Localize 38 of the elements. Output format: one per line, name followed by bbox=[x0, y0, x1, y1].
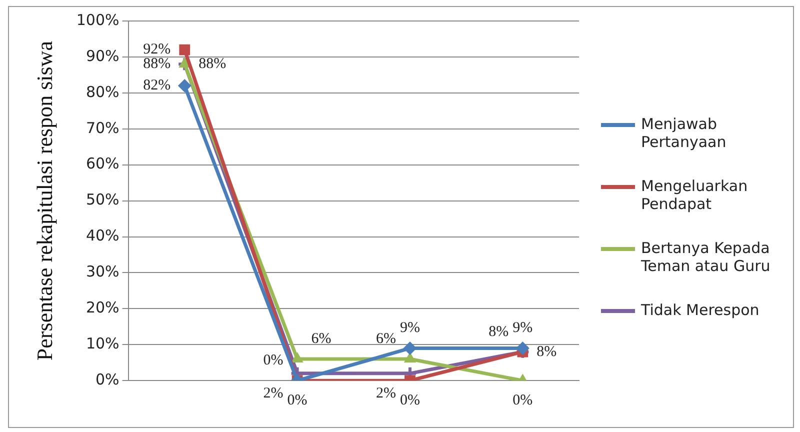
data-label: 8% bbox=[488, 324, 509, 340]
data-label: 2% bbox=[263, 385, 284, 402]
point bbox=[516, 342, 530, 355]
data-label: 9% bbox=[512, 320, 533, 336]
data-label: 88% bbox=[143, 56, 171, 72]
data-label: 0% bbox=[263, 352, 284, 369]
point bbox=[292, 352, 303, 363]
data-label: 82% bbox=[143, 78, 171, 94]
y-tick-label: 60% bbox=[86, 154, 120, 173]
y-tick-label: 50% bbox=[86, 190, 120, 209]
data-label: 0% bbox=[287, 392, 308, 409]
y-axis-title: Persentase rekapitulasi respon siswa bbox=[32, 40, 57, 361]
y-tick-label: 40% bbox=[86, 226, 120, 245]
data-label: 0% bbox=[512, 392, 533, 409]
data-label: 0% bbox=[400, 392, 420, 409]
point bbox=[179, 44, 190, 56]
y-tick-label: 90% bbox=[86, 46, 120, 65]
legend-label: Bertanya Kepada Teman atau Guru bbox=[641, 239, 772, 275]
y-tick-label: 20% bbox=[86, 298, 120, 317]
data-label: 6% bbox=[376, 330, 396, 347]
data-label: 92% bbox=[143, 42, 171, 58]
data-label: 2% bbox=[376, 385, 396, 402]
y-tick-label: 80% bbox=[86, 82, 120, 101]
data-label: 8% bbox=[536, 344, 557, 360]
data-label: 9% bbox=[400, 320, 420, 336]
point bbox=[403, 342, 416, 355]
legend-label: Tidak Merespon bbox=[641, 301, 760, 319]
y-tick-label: 100% bbox=[76, 10, 120, 29]
point bbox=[178, 79, 192, 92]
y-tick-label: 30% bbox=[86, 262, 120, 281]
data-label: 88% bbox=[198, 56, 226, 72]
y-tick-label: 70% bbox=[86, 118, 120, 137]
legend-label: Mengeluarkan Pendapat bbox=[641, 177, 749, 213]
y-tick-label: 0% bbox=[95, 370, 120, 388]
point bbox=[404, 352, 416, 363]
data-label: 6% bbox=[311, 330, 332, 347]
y-tick-label: 10% bbox=[86, 334, 120, 353]
legend-label: Menjawab Pertanyaan bbox=[641, 115, 728, 151]
